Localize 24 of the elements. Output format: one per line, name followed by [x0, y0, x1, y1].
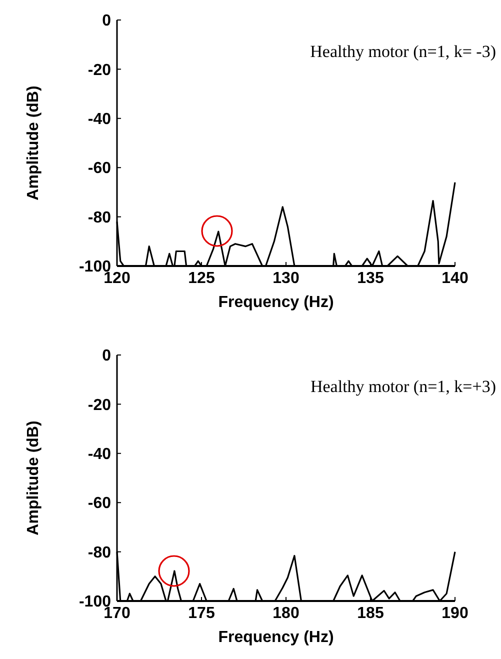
x-tick-label: 185	[357, 605, 384, 622]
y-tick-label: -60	[88, 160, 112, 178]
x-axis-title: Frequency (Hz)	[218, 294, 334, 311]
y-tick-label: -60	[88, 495, 112, 512]
annotation: Healthy motor (n=1, k=+3)	[310, 377, 496, 396]
x-axis-title: Frequency (Hz)	[218, 629, 334, 646]
y-tick-label: -20	[88, 396, 112, 414]
y-tick-label: -80	[88, 544, 112, 562]
x-tick-label: 190	[442, 605, 468, 622]
y-tick-label: -40	[88, 446, 112, 463]
x-tick-label: 135	[357, 270, 384, 287]
y-tick-label: 0	[102, 12, 112, 30]
y-tick-label: -40	[88, 111, 112, 128]
y-tick-label: 0	[102, 348, 112, 365]
y-axis-title: Amplitude (dB)	[25, 420, 42, 536]
y-tick-label: -20	[88, 62, 112, 79]
y-tick-label: -80	[88, 209, 112, 226]
annotation: Healthy motor (n=1, k= -3)	[310, 42, 496, 61]
y-axis-title: Amplitude (dB)	[25, 86, 42, 200]
x-tick-label: 130	[272, 270, 300, 287]
x-tick-label: 175	[188, 605, 215, 622]
x-tick-label: 180	[272, 605, 300, 622]
x-tick-label: 125	[188, 270, 215, 287]
x-tick-label: 140	[442, 270, 468, 287]
